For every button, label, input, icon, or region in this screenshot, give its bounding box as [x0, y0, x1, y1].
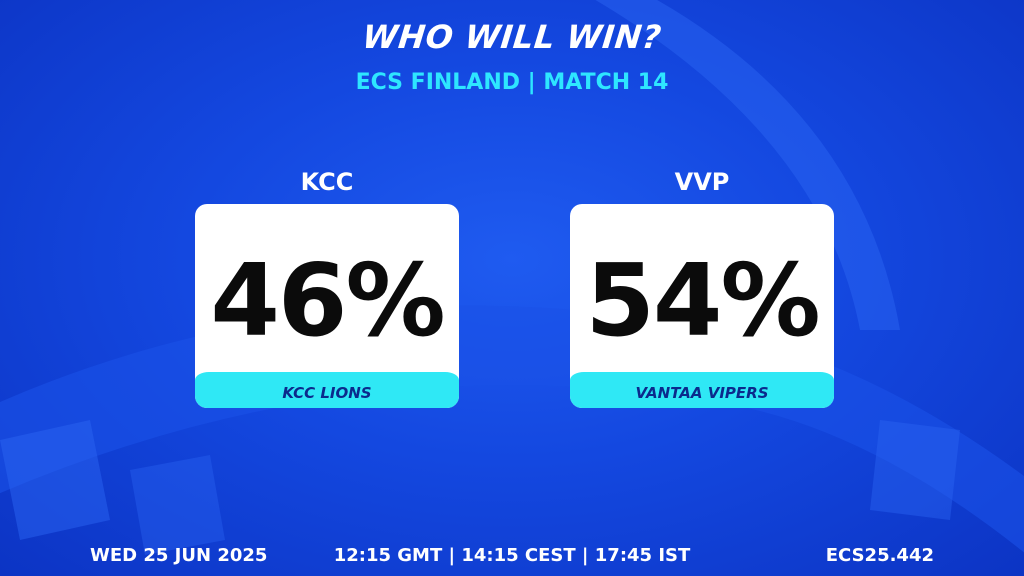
match-code: ECS25.442: [825, 545, 934, 566]
team-code: KCC: [300, 168, 354, 196]
team-card: 46% KCC LIONS: [195, 204, 459, 408]
win-percent: 54%: [585, 242, 820, 359]
team-card: 54% VANTAA VIPERS: [570, 204, 834, 408]
win-percent: 46%: [210, 242, 445, 359]
team-name: VANTAA VIPERS: [635, 384, 769, 402]
team-name: KCC LIONS: [282, 384, 372, 402]
subtitle: ECS FINLAND | MATCH 14: [355, 70, 669, 95]
match-date: WED 25 JUN 2025: [90, 545, 268, 566]
team-code: VVP: [674, 168, 730, 196]
card-strip: [195, 372, 459, 408]
match-times: 12:15 GMT | 14:15 CEST | 17:45 IST: [333, 545, 691, 566]
title: WHO WILL WIN?: [360, 18, 664, 56]
card-strip: [570, 372, 834, 408]
